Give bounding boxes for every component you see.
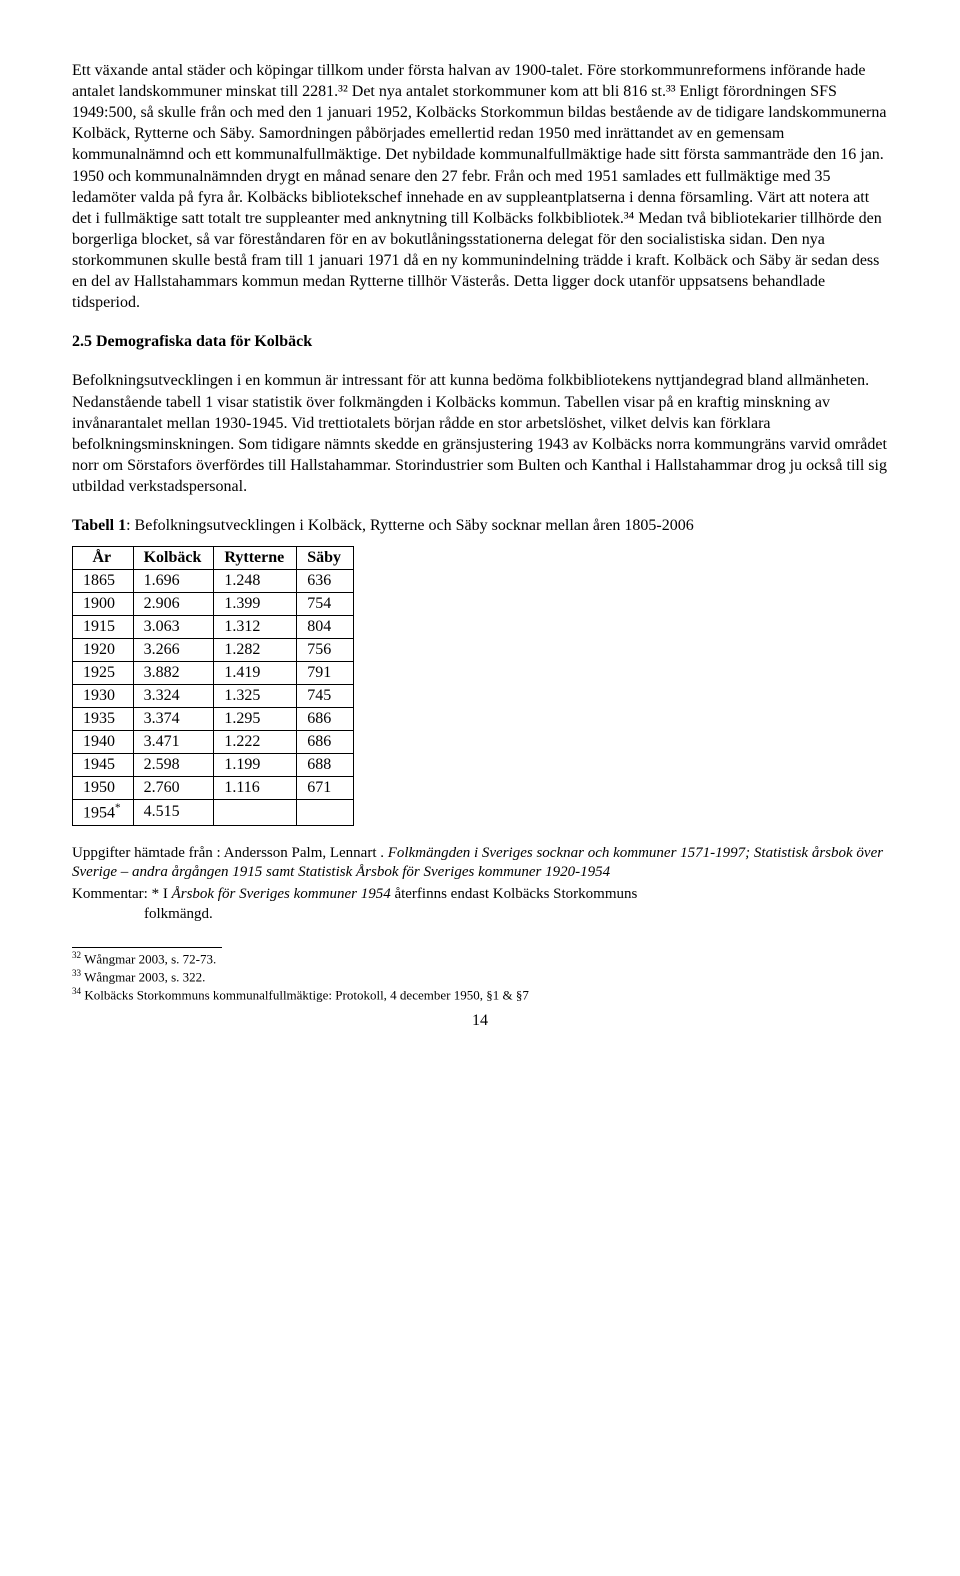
table-caption: Tabell 1: Befolkningsutvecklingen i Kolb… <box>72 515 888 536</box>
table-cell: 1940 <box>73 731 134 754</box>
table-row: 19403.4711.222686 <box>73 731 354 754</box>
table-cell: 1.116 <box>214 777 297 800</box>
body-paragraph-2: Befolkningsutvecklingen i en kommun är i… <box>72 370 888 497</box>
col-ar: År <box>73 547 134 570</box>
table-cell: 756 <box>297 639 354 662</box>
table-cell <box>214 800 297 825</box>
table-cell: 1925 <box>73 662 134 685</box>
table-caption-label: Tabell 1 <box>72 517 126 534</box>
table-row: 19153.0631.312804 <box>73 616 354 639</box>
table-row: 19203.2661.282756 <box>73 639 354 662</box>
table-cell: 1915 <box>73 616 134 639</box>
table-cell: 1.248 <box>214 570 297 593</box>
table-cell: 1865 <box>73 570 134 593</box>
table-cell: 3.882 <box>133 662 214 685</box>
footnote-33: 33 Wångmar 2003, s. 322. <box>72 968 888 986</box>
table-cell: 2.906 <box>133 593 214 616</box>
table-cell: 3.063 <box>133 616 214 639</box>
body-paragraph-1: Ett växande antal städer och köpingar ti… <box>72 60 888 313</box>
comment-italic: Årsbok för Sveriges kommuner 1954 <box>172 886 391 902</box>
comment-line2: folkmängd. <box>144 905 888 925</box>
table-cell: 2.598 <box>133 754 214 777</box>
col-kolback: Kolbäck <box>133 547 214 570</box>
table-cell: 3.324 <box>133 685 214 708</box>
table-cell: 686 <box>297 731 354 754</box>
table-row: 1954*4.515 <box>73 800 354 825</box>
comment-suffix: återfinns endast Kolbäcks Storkommuns <box>391 886 638 902</box>
section-heading-2-5: 2.5 Demografiska data för Kolbäck <box>72 331 888 352</box>
table-cell: 2.760 <box>133 777 214 800</box>
table-cell: 1.325 <box>214 685 297 708</box>
table-row: 19502.7601.116671 <box>73 777 354 800</box>
table-cell: 671 <box>297 777 354 800</box>
table-cell: 3.374 <box>133 708 214 731</box>
table-row: 19452.5981.199688 <box>73 754 354 777</box>
table-cell: 1950 <box>73 777 134 800</box>
table-cell: 1.419 <box>214 662 297 685</box>
table-source: Uppgifter hämtade från : Andersson Palm,… <box>72 844 888 884</box>
table-cell: 804 <box>297 616 354 639</box>
footnote-34: 34 Kolbäcks Storkommuns kommunalfullmäkt… <box>72 986 888 1004</box>
col-saby: Säby <box>297 547 354 570</box>
table-cell: 1.399 <box>214 593 297 616</box>
table-cell: 1930 <box>73 685 134 708</box>
table-cell: 1954* <box>73 800 134 825</box>
page-number: 14 <box>72 1010 888 1031</box>
table-cell: 791 <box>297 662 354 685</box>
table-cell: 1.696 <box>133 570 214 593</box>
table-header-row: År Kolbäck Rytterne Säby <box>73 547 354 570</box>
table-row: 19002.9061.399754 <box>73 593 354 616</box>
table-row: 18651.6961.248636 <box>73 570 354 593</box>
table-caption-text: : Befolkningsutvecklingen i Kolbäck, Ryt… <box>126 517 694 534</box>
population-table: År Kolbäck Rytterne Säby 18651.6961.2486… <box>72 546 354 825</box>
footnote-32: 32 Wångmar 2003, s. 72-73. <box>72 950 888 968</box>
table-cell: 1.295 <box>214 708 297 731</box>
table-cell: 1.312 <box>214 616 297 639</box>
col-rytterne: Rytterne <box>214 547 297 570</box>
table-cell: 636 <box>297 570 354 593</box>
table-cell: 1920 <box>73 639 134 662</box>
table-cell: 1945 <box>73 754 134 777</box>
table-cell: 686 <box>297 708 354 731</box>
table-comment: Kommentar: * I Årsbok för Sveriges kommu… <box>72 885 888 925</box>
footnote-separator <box>72 947 222 948</box>
table-cell: 745 <box>297 685 354 708</box>
table-cell: 1.222 <box>214 731 297 754</box>
table-cell: 3.471 <box>133 731 214 754</box>
table-cell: 4.515 <box>133 800 214 825</box>
table-cell: 1935 <box>73 708 134 731</box>
table-cell: 1900 <box>73 593 134 616</box>
table-row: 19253.8821.419791 <box>73 662 354 685</box>
table-cell: 754 <box>297 593 354 616</box>
table-cell: 1.199 <box>214 754 297 777</box>
table-cell <box>297 800 354 825</box>
table-row: 19353.3741.295686 <box>73 708 354 731</box>
table-cell: 1.282 <box>214 639 297 662</box>
table-cell: 3.266 <box>133 639 214 662</box>
table-row: 19303.3241.325745 <box>73 685 354 708</box>
comment-prefix: Kommentar: * I <box>72 886 172 902</box>
source-prefix: Uppgifter hämtade från : Andersson Palm,… <box>72 845 388 861</box>
table-cell: 688 <box>297 754 354 777</box>
